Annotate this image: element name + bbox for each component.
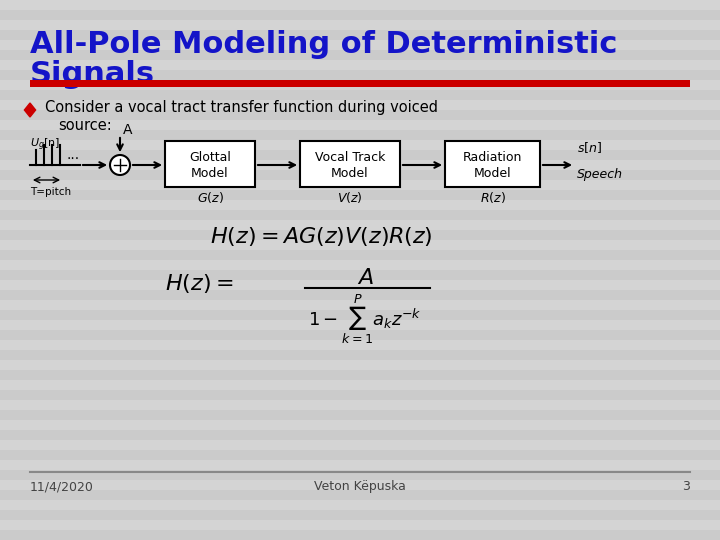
Bar <box>0 530 720 540</box>
Bar <box>0 350 720 360</box>
Text: All-Pole Modeling of Deterministic: All-Pole Modeling of Deterministic <box>30 30 617 59</box>
Bar <box>0 210 720 220</box>
Text: $G(z)$: $G(z)$ <box>197 190 223 205</box>
Polygon shape <box>24 103 35 117</box>
Bar <box>0 20 720 30</box>
Text: $V(z)$: $V(z)$ <box>337 190 363 205</box>
Text: $H(z)=AG(z)V(z)R(z)$: $H(z)=AG(z)V(z)R(z)$ <box>210 225 433 248</box>
Text: Radiation: Radiation <box>463 151 522 164</box>
Bar <box>0 250 720 260</box>
Bar <box>0 60 720 70</box>
Text: $R(z)$: $R(z)$ <box>480 190 505 205</box>
Bar <box>0 120 720 130</box>
Bar <box>0 170 720 180</box>
Text: $H(z)=$: $H(z)=$ <box>165 272 233 295</box>
Text: Model: Model <box>331 167 369 180</box>
Bar <box>0 470 720 480</box>
Bar <box>0 240 720 250</box>
Bar <box>0 190 720 200</box>
Bar <box>0 490 720 500</box>
Bar <box>0 180 720 190</box>
Text: 11/4/2020: 11/4/2020 <box>30 480 94 493</box>
Text: $s[n]$: $s[n]$ <box>577 140 602 155</box>
Bar <box>0 400 720 410</box>
Bar <box>0 160 720 170</box>
Bar <box>30 80 690 87</box>
Bar <box>300 141 400 187</box>
Text: Veton Këpuska: Veton Këpuska <box>314 480 406 493</box>
Bar <box>0 200 720 210</box>
Bar <box>0 130 720 140</box>
Text: Speech: Speech <box>577 168 623 181</box>
Text: $U_g$[n]: $U_g$[n] <box>30 137 60 153</box>
Text: $A$: $A$ <box>356 268 374 288</box>
Bar <box>0 270 720 280</box>
Text: Model: Model <box>474 167 511 180</box>
Text: $1-\sum_{k=1}^{P}a_k z^{-k}$: $1-\sum_{k=1}^{P}a_k z^{-k}$ <box>308 292 422 346</box>
Bar <box>0 280 720 290</box>
Bar <box>0 310 720 320</box>
Bar <box>0 320 720 330</box>
Bar <box>0 510 720 520</box>
Bar <box>0 480 720 490</box>
Bar <box>0 370 720 380</box>
Bar <box>0 260 720 270</box>
Bar <box>0 230 720 240</box>
Text: T=pitch: T=pitch <box>30 187 71 197</box>
Bar <box>0 40 720 50</box>
Bar <box>0 330 720 340</box>
Text: Glottal: Glottal <box>189 151 231 164</box>
Text: 3: 3 <box>682 480 690 493</box>
Bar <box>0 90 720 100</box>
Bar <box>0 380 720 390</box>
Bar <box>0 520 720 530</box>
Circle shape <box>110 155 130 175</box>
Bar <box>0 50 720 60</box>
Bar <box>0 110 720 120</box>
Bar <box>0 30 720 40</box>
Bar <box>0 290 720 300</box>
Text: A: A <box>123 123 132 137</box>
Bar <box>0 460 720 470</box>
Bar <box>0 150 720 160</box>
Bar <box>0 360 720 370</box>
Bar <box>0 390 720 400</box>
Text: Model: Model <box>192 167 229 180</box>
Bar <box>0 410 720 420</box>
Bar <box>445 141 540 187</box>
Text: Consider a vocal tract transfer function during voiced: Consider a vocal tract transfer function… <box>45 100 438 115</box>
Text: ...: ... <box>67 148 80 162</box>
Bar <box>0 140 720 150</box>
Bar <box>165 141 255 187</box>
Bar <box>0 0 720 10</box>
Bar <box>0 10 720 20</box>
Bar <box>0 80 720 90</box>
Bar <box>0 220 720 230</box>
Bar <box>0 450 720 460</box>
Bar <box>0 300 720 310</box>
Text: Vocal Track: Vocal Track <box>315 151 385 164</box>
Bar <box>0 430 720 440</box>
Bar <box>0 100 720 110</box>
Bar <box>0 340 720 350</box>
Bar <box>0 440 720 450</box>
Text: Signals: Signals <box>30 60 155 89</box>
Bar <box>0 70 720 80</box>
Text: source:: source: <box>58 118 112 133</box>
Bar <box>0 420 720 430</box>
Bar <box>0 500 720 510</box>
